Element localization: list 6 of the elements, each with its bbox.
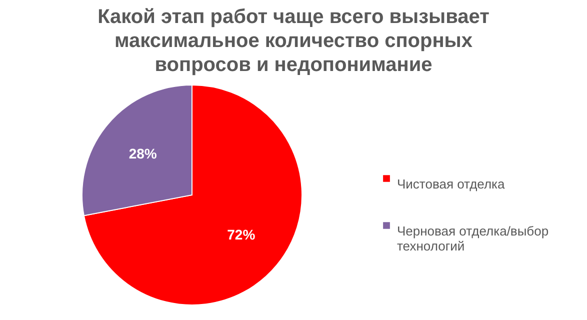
legend-label: Чистовая отделка	[397, 176, 506, 192]
chart-title: Какой этап работ чаще всего вызывает максимальное количество спорных вопросов и недопонимание	[98, 6, 490, 76]
data-label: 28%	[128, 145, 158, 162]
data-label: 72%	[227, 226, 256, 243]
pie-slice	[83, 84, 302, 306]
legend-label: Черновая отделка/выбор технологий	[397, 224, 549, 254]
